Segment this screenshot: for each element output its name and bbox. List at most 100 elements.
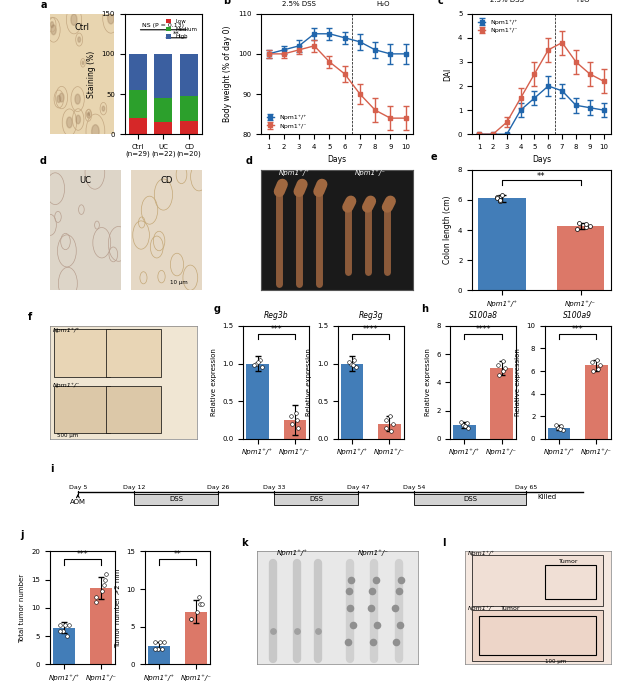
- Point: [460, 421, 470, 432]
- Text: 10 μm: 10 μm: [170, 280, 188, 285]
- Bar: [90, 588, 112, 664]
- Bar: [53, 627, 75, 664]
- Text: Day 65: Day 65: [515, 485, 538, 490]
- Y-axis label: Relative expression: Relative expression: [515, 349, 521, 416]
- Title: S100a8: S100a8: [468, 310, 498, 320]
- Bar: [129, 90, 146, 118]
- Circle shape: [75, 94, 80, 104]
- Point: [64, 619, 74, 630]
- Text: Npm1⁺/⁺: Npm1⁺/⁺: [279, 169, 310, 175]
- Text: AOM: AOM: [70, 495, 86, 505]
- Bar: [490, 369, 513, 439]
- Point: [186, 614, 196, 625]
- Point: [493, 360, 503, 371]
- Text: ***: ***: [572, 325, 584, 334]
- Point: [493, 370, 503, 381]
- Circle shape: [78, 37, 80, 42]
- Point: [371, 574, 381, 585]
- Point: [585, 220, 595, 231]
- Point: [459, 419, 468, 430]
- Bar: [134, 494, 218, 505]
- Bar: [472, 610, 603, 661]
- Bar: [274, 494, 358, 505]
- Text: DSS: DSS: [464, 497, 477, 502]
- Text: b: b: [223, 0, 230, 6]
- Point: [592, 354, 602, 365]
- Title: S100a9: S100a9: [563, 310, 592, 320]
- Circle shape: [92, 125, 99, 139]
- Point: [500, 363, 510, 374]
- Bar: [129, 54, 146, 90]
- Point: [556, 421, 566, 432]
- Point: [62, 631, 72, 642]
- Legend: Npm1⁺/⁺, Npm1⁺/⁻: Npm1⁺/⁺, Npm1⁺/⁻: [264, 112, 309, 131]
- Point: [313, 625, 323, 636]
- Circle shape: [67, 117, 72, 128]
- Bar: [585, 365, 607, 439]
- Point: [344, 586, 354, 597]
- Point: [351, 362, 361, 373]
- Point: [497, 190, 507, 201]
- Text: d: d: [39, 155, 46, 166]
- Text: Npm1⁺/⁻: Npm1⁺/⁻: [358, 549, 388, 556]
- Point: [293, 422, 303, 433]
- Y-axis label: Tumor number >2 mm: Tumor number >2 mm: [115, 569, 121, 647]
- Point: [286, 411, 296, 422]
- Point: [346, 358, 356, 369]
- Point: [252, 358, 262, 369]
- Y-axis label: Relative expression: Relative expression: [424, 349, 430, 416]
- Text: h: h: [421, 304, 428, 314]
- Bar: [185, 612, 207, 664]
- Point: [498, 366, 508, 377]
- Bar: [478, 199, 526, 290]
- Point: [345, 603, 355, 614]
- Text: l: l: [442, 538, 446, 548]
- Point: [464, 422, 473, 433]
- Bar: [246, 364, 269, 439]
- Text: ***: ***: [270, 325, 282, 334]
- Point: [346, 574, 356, 585]
- Title: Reg3b: Reg3b: [264, 310, 288, 320]
- Bar: [155, 122, 173, 134]
- Text: Npm1⁺/⁺: Npm1⁺/⁺: [467, 551, 495, 556]
- Point: [492, 191, 502, 202]
- Circle shape: [50, 22, 54, 27]
- Point: [368, 636, 378, 647]
- Point: [350, 354, 359, 365]
- Point: [386, 426, 396, 437]
- Bar: [557, 225, 604, 290]
- Point: [150, 636, 160, 647]
- Text: **: **: [537, 172, 546, 181]
- Text: Day 33: Day 33: [263, 485, 285, 490]
- Y-axis label: Staining (%): Staining (%): [87, 50, 96, 97]
- Point: [457, 416, 467, 427]
- Legend: Low, Medium, High: Low, Medium, High: [164, 16, 199, 42]
- Point: [394, 586, 404, 597]
- Bar: [54, 386, 110, 433]
- Text: j: j: [21, 530, 24, 540]
- Point: [495, 195, 505, 206]
- Text: Tumor: Tumor: [501, 606, 521, 611]
- Text: Killed: Killed: [538, 495, 557, 500]
- Bar: [283, 420, 306, 439]
- Bar: [54, 329, 110, 377]
- Text: DSS: DSS: [309, 497, 323, 502]
- Point: [197, 599, 207, 610]
- Point: [343, 636, 353, 647]
- Point: [193, 606, 202, 617]
- Point: [587, 357, 597, 368]
- Text: Tumor: Tumor: [559, 559, 579, 564]
- Bar: [341, 364, 363, 439]
- Bar: [548, 427, 571, 439]
- Bar: [148, 646, 170, 664]
- Y-axis label: Colon length (cm): Colon length (cm): [444, 196, 452, 264]
- Y-axis label: Total tumor number: Total tumor number: [19, 573, 26, 643]
- Point: [366, 603, 376, 614]
- Point: [257, 362, 267, 373]
- Text: Day 12: Day 12: [123, 485, 145, 490]
- Text: Npm1⁺/⁻: Npm1⁺/⁻: [53, 382, 80, 388]
- Bar: [479, 616, 596, 656]
- Point: [348, 619, 358, 630]
- Circle shape: [59, 93, 64, 102]
- Point: [391, 636, 401, 647]
